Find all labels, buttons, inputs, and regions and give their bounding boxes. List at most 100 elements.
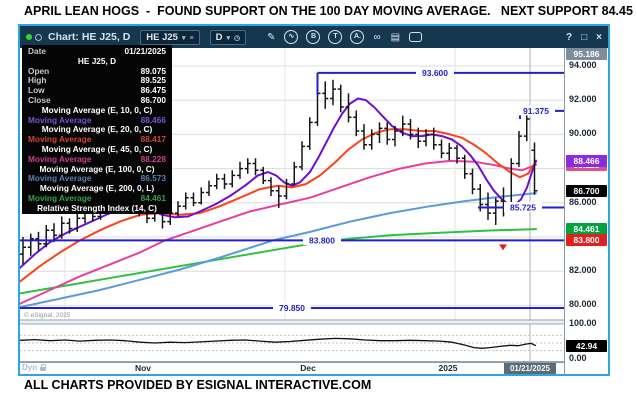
time-axis-label: Dec xyxy=(300,363,316,373)
support-label-bg xyxy=(303,234,341,245)
connection-status-icon xyxy=(26,34,32,40)
pane-separator xyxy=(20,320,564,324)
data-panel-value: 84.461 xyxy=(140,192,166,203)
axis-label: 94.000 xyxy=(569,60,597,70)
wave-tool-icon[interactable]: ∿ xyxy=(284,30,299,44)
axis-label: 82.000 xyxy=(569,265,597,276)
ma-line xyxy=(20,159,537,305)
axis-label: 100.00 xyxy=(569,318,597,328)
data-panel-row: Moving Average 86.573 xyxy=(22,174,172,184)
data-panel-value: 89.075 xyxy=(140,65,166,76)
close-window-button[interactable]: × xyxy=(596,31,602,43)
data-panel: Date 01/21/2025 HE J25, D Open 89.075 High 89.… xyxy=(22,45,172,214)
time-axis-label: Nov xyxy=(134,363,152,373)
data-panel-value: 86.573 xyxy=(140,173,166,184)
data-panel-header: Moving Average (E, 100, 0, C) xyxy=(39,163,155,174)
support-label: 93.600 xyxy=(422,68,448,78)
note-tool-icon[interactable]: ▤ xyxy=(390,31,401,43)
axis-label: 90.000 xyxy=(569,128,597,139)
restore-window-button[interactable]: □ xyxy=(581,31,588,43)
support-label: 85.725 xyxy=(510,203,536,213)
data-panel-label: Moving Average xyxy=(28,153,92,164)
axis-badge: 83.800 xyxy=(566,234,607,247)
ma-line xyxy=(20,228,537,295)
time-settings-icon[interactable]: ◷ xyxy=(233,34,241,42)
data-panel-label: Close xyxy=(28,94,51,105)
help-button[interactable]: ? xyxy=(566,31,573,43)
support-label-bg xyxy=(273,302,311,313)
data-panel-header: Moving Average (E, 200, 0, L) xyxy=(39,183,155,194)
text-tool-icon[interactable]: T xyxy=(328,30,343,44)
link-tool-icon[interactable]: ∞ xyxy=(373,31,381,43)
sell-marker-icon xyxy=(499,244,507,251)
chevron-down-icon[interactable]: ▾ xyxy=(226,34,230,42)
ma-line xyxy=(20,192,537,309)
interval-select[interactable]: D ▾ ◷ xyxy=(209,29,247,45)
titlebar: Chart: HE J25, D HE J25 ▾ ≡ D ▾ ◷ ✎ ∿ B T A. ∞ ▤… xyxy=(20,26,608,48)
interval-box-icons: ▾ ◷ xyxy=(222,32,240,43)
support-label: 91.375 xyxy=(523,106,549,116)
symbol-text: HE J25 xyxy=(146,31,178,43)
page-title: APRIL LEAN HOGS - FOUND SUPPORT ON THE 1… xyxy=(24,4,633,18)
drawing-toolbar: ✎ ∿ B T A. ∞ ▤ xyxy=(262,30,426,44)
symbol-list-icon[interactable]: ≡ xyxy=(189,34,194,42)
data-panel-label: High xyxy=(28,75,47,86)
data-panel-row: Open 89.075 xyxy=(22,65,172,77)
data-panel-row: Moving Average 84.461 xyxy=(22,192,172,204)
window-controls: ? □ × xyxy=(557,32,602,43)
data-panel-label: Open xyxy=(28,65,50,76)
support-label: 83.800 xyxy=(309,235,335,245)
symbol-box-icons: ▾ ≡ xyxy=(178,32,194,43)
interval-text: D xyxy=(215,31,223,43)
footer-credit: ALL CHARTS PROVIDED BY ESIGNAL INTERACTI… xyxy=(24,378,372,392)
data-panel-header: Moving Average (E, 20, 0, C) xyxy=(41,124,153,135)
axis-label: 92.000 xyxy=(569,94,597,105)
axis-label: 0.00 xyxy=(569,353,587,363)
ma-line xyxy=(20,128,537,283)
data-panel-row: Moving Average 88.228 xyxy=(22,153,172,165)
support-label: 79.850 xyxy=(279,303,305,313)
data-panel-value: 88.228 xyxy=(140,153,166,164)
chevron-down-icon[interactable]: ▾ xyxy=(181,34,186,42)
time-axis: Dyn Nov Dec 2025 01/21/2025 xyxy=(20,362,564,374)
b-tool-icon[interactable]: B xyxy=(306,30,321,44)
dyn-label: Dyn xyxy=(22,363,38,372)
data-panel-value: 86.475 xyxy=(140,85,166,96)
data-panel-label: Low xyxy=(28,85,45,96)
annotation-tool-icon[interactable]: A. xyxy=(350,30,365,44)
data-panel-label: Moving Average xyxy=(28,192,92,203)
time-axis-label: 2025 xyxy=(438,363,458,373)
current-date-badge: 01/21/2025 xyxy=(504,363,556,374)
data-panel-row: Close 86.700 xyxy=(22,94,172,106)
data-panel-value: 89.525 xyxy=(140,75,166,86)
comment-tool-icon[interactable] xyxy=(409,32,423,42)
data-panel-value: 88.417 xyxy=(140,134,166,145)
esignal-copyright: © eSignal, 2025 xyxy=(24,311,71,319)
data-panel-label: Moving Average xyxy=(28,114,92,125)
support-label-bg xyxy=(517,105,555,116)
data-panel-value: 88.466 xyxy=(140,114,166,125)
data-panel-row: Low 86.475 xyxy=(22,85,172,96)
rsi-line xyxy=(20,337,537,349)
pencil-tool-icon[interactable]: ✎ xyxy=(267,31,276,43)
data-panel-row: Date 01/21/2025 xyxy=(22,46,172,57)
data-panel-label: Moving Average xyxy=(28,134,92,145)
data-panel-row: Moving Average 88.466 xyxy=(22,114,172,126)
data-panel-row: Moving Average 88.417 xyxy=(22,134,172,145)
data-panel-header: Moving Average (E, 45, 0, C) xyxy=(41,143,153,154)
data-panel-value: 01/21/2025 xyxy=(124,46,166,56)
data-panel-value: 86.700 xyxy=(140,94,166,105)
lock-icon xyxy=(40,364,47,371)
axis-badge: 95.186 xyxy=(566,48,607,60)
window-title: Chart: HE J25, D xyxy=(48,31,131,43)
price-axis[interactable]: 95.18694.00092.00090.00088.41788.22888.4… xyxy=(564,48,608,374)
symbol-input[interactable]: HE J25 ▾ ≡ xyxy=(140,29,200,45)
data-panel-header: Relative Strength Index (14, C) xyxy=(37,202,157,213)
data-panel-header: HE J25, D xyxy=(77,55,117,66)
data-panel-label: Date xyxy=(28,46,46,56)
axis-badge: 86.700 xyxy=(566,184,607,197)
data-panel-row: High 89.525 xyxy=(22,76,172,86)
dyn-toggle[interactable]: Dyn xyxy=(22,363,47,372)
axis-label: 86.000 xyxy=(569,196,597,207)
